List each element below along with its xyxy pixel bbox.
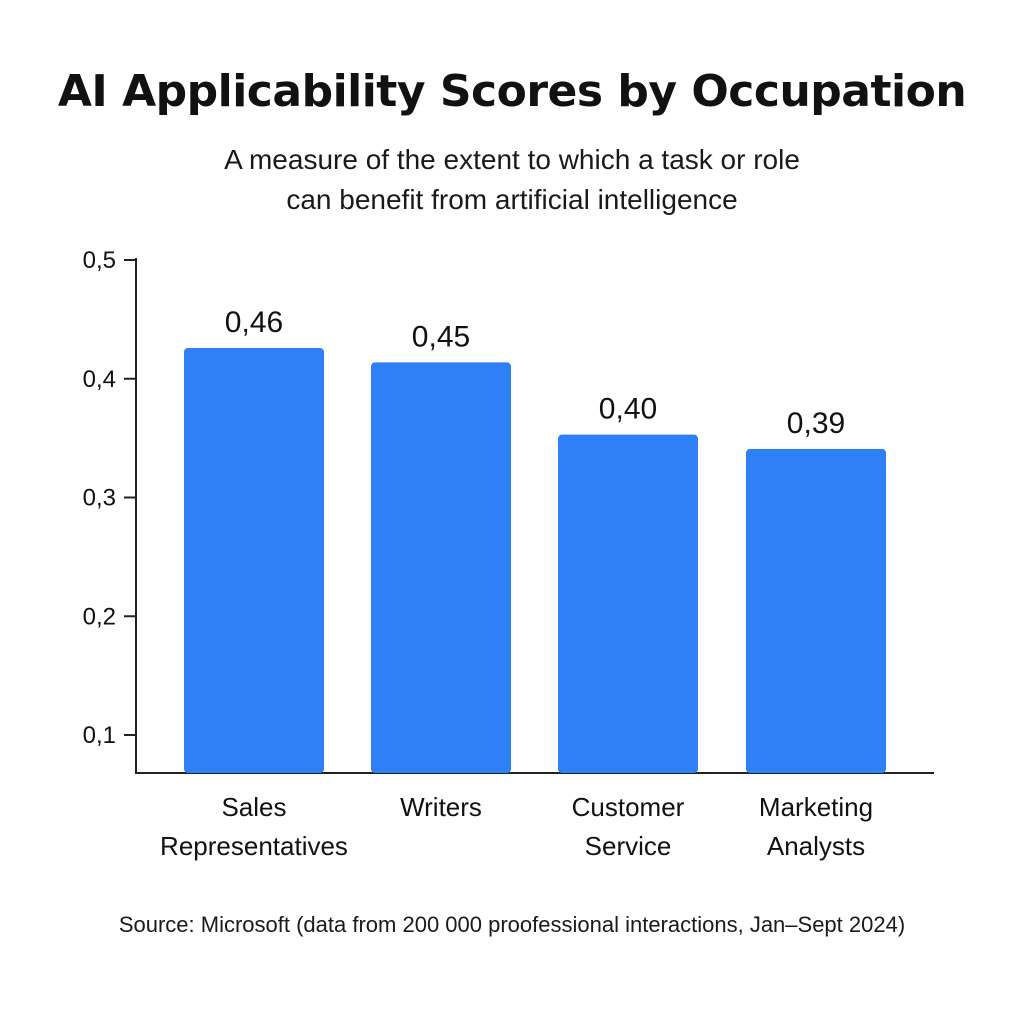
bar-value-label: 0,46 bbox=[225, 306, 283, 339]
bar bbox=[371, 362, 511, 773]
category-label: Marketing bbox=[759, 792, 873, 822]
chart-title: AI Applicability Scores by Occupation bbox=[57, 66, 967, 117]
chart-subtitle: A measure of the extent to which a task … bbox=[112, 140, 912, 220]
category-label: Analysts bbox=[767, 831, 865, 861]
category-label: Sales bbox=[221, 792, 286, 822]
y-tick-label: 0,2 bbox=[83, 603, 116, 630]
bar-value-label: 0,40 bbox=[599, 393, 657, 426]
category-label: Service bbox=[585, 831, 672, 861]
category-label: Customer bbox=[572, 792, 685, 822]
y-tick-label: 0,1 bbox=[83, 722, 116, 749]
y-tick-label: 0,5 bbox=[83, 247, 116, 274]
y-tick-label: 0,4 bbox=[83, 366, 116, 393]
category-label: Writers bbox=[400, 792, 482, 822]
subtitle-line-2: can benefit from artificial intelligence bbox=[286, 184, 738, 215]
bar-value-label: 0,39 bbox=[787, 407, 845, 440]
bar bbox=[746, 449, 886, 773]
source-note: Source: Microsoft (data from 200 000 pro… bbox=[118, 912, 906, 937]
category-label: Representatives bbox=[160, 831, 348, 861]
bar-value-label: 0,45 bbox=[412, 320, 470, 353]
bar bbox=[184, 348, 324, 773]
subtitle-line-1: A measure of the extent to which a task … bbox=[224, 144, 800, 175]
y-tick-label: 0,3 bbox=[83, 485, 116, 512]
bar bbox=[558, 434, 698, 773]
